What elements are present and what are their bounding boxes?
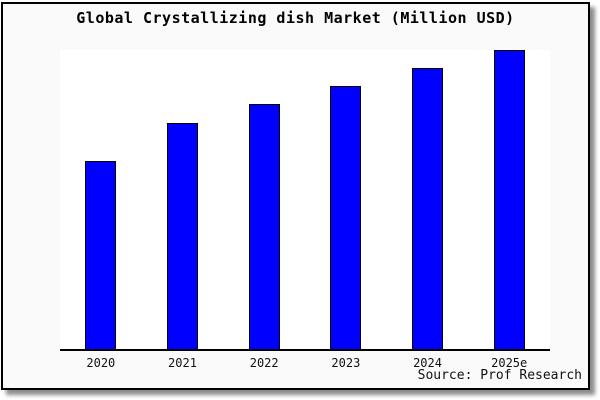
bar-2023 bbox=[330, 86, 362, 349]
bar-slot-2024 bbox=[387, 50, 469, 349]
bar-slot-2025e bbox=[468, 50, 550, 349]
bar-slot-2020 bbox=[60, 50, 142, 349]
chart-frame: Global Crystallizing dish Market (Millio… bbox=[1, 2, 590, 390]
x-tick-label-2025e: 2025e bbox=[491, 356, 528, 370]
x-axis-labels: 2020 2021 2022 2023 2024 2025e bbox=[60, 356, 550, 370]
bars-container bbox=[60, 50, 550, 349]
x-tick-label-2022: 2022 bbox=[249, 356, 279, 370]
bar-2022 bbox=[248, 104, 280, 349]
x-tick-label-2020: 2020 bbox=[86, 356, 116, 370]
bar-2024 bbox=[412, 68, 444, 349]
bar-slot-2022 bbox=[223, 50, 305, 349]
chart-title: Global Crystallizing dish Market (Millio… bbox=[76, 9, 515, 27]
x-tick-label-2023: 2023 bbox=[331, 356, 361, 370]
bar-2021 bbox=[167, 123, 198, 349]
bar-2020 bbox=[85, 161, 117, 349]
x-tick-label-2021: 2021 bbox=[168, 356, 197, 370]
x-tick-label-2024: 2024 bbox=[413, 356, 442, 370]
source-text: Source: Prof Research bbox=[417, 368, 582, 383]
bar-slot-2023 bbox=[305, 50, 387, 349]
plot-area bbox=[60, 50, 550, 351]
bar-2025e bbox=[493, 50, 525, 349]
bar-slot-2021 bbox=[142, 50, 224, 349]
